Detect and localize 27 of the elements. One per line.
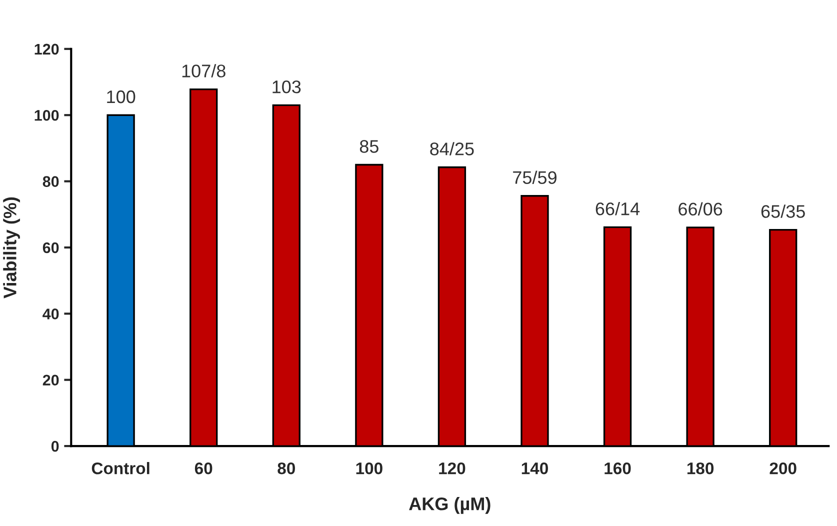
x-axis-title: AKG (µM): [409, 497, 490, 514]
data-label: 66/14: [596, 202, 640, 216]
x-tick-label: 60: [194, 462, 212, 474]
data-label: 65/35: [761, 204, 805, 218]
data-label: 85: [360, 140, 378, 153]
y-tick-label: 100: [34, 110, 59, 121]
y-tick-label: 120: [34, 44, 59, 55]
data-label: 66/06: [678, 202, 722, 216]
x-tick-label: 120: [439, 462, 466, 474]
y-tick-label: 20: [42, 374, 59, 386]
x-tick-label: 140: [522, 462, 548, 474]
x-tick-label: 80: [278, 462, 295, 474]
y-tick-label: 60: [42, 242, 59, 254]
data-label: 84/25: [430, 142, 474, 156]
data-label: 75/59: [513, 170, 556, 184]
y-tick-label: 40: [42, 308, 59, 320]
data-label: 107/8: [182, 64, 226, 78]
x-tick-label: 180: [687, 462, 714, 474]
x-tick-label: 200: [770, 462, 796, 474]
y-tick-label: 0: [51, 440, 59, 452]
y-axis-title: Viability (%): [3, 197, 20, 298]
data-label: 100: [107, 90, 136, 104]
data-label: 103: [272, 80, 301, 94]
x-tick-label: Control: [92, 462, 150, 474]
x-tick-label: 100: [356, 462, 382, 474]
x-tick-label: 160: [604, 462, 631, 474]
y-tick-label: 80: [42, 176, 59, 187]
